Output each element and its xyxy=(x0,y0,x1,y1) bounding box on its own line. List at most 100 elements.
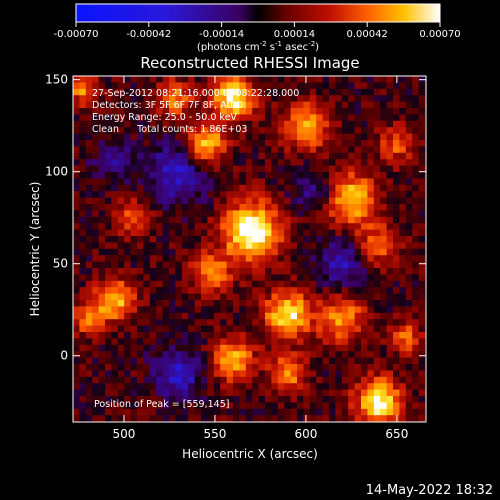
heatmap-pixel xyxy=(297,242,304,250)
heatmap-pixel xyxy=(354,152,362,160)
heatmap-pixel xyxy=(354,82,362,90)
heatmap-pixel xyxy=(169,120,176,128)
heatmap-pixel xyxy=(245,76,253,83)
heatmap-pixel xyxy=(386,184,394,192)
heatmap-pixel xyxy=(73,108,80,115)
heatmap-pixel xyxy=(290,172,298,179)
heatmap-pixel xyxy=(297,280,304,288)
heatmap-pixel xyxy=(335,306,343,314)
heatmap-pixel xyxy=(207,402,215,410)
heatmap-pixel xyxy=(124,152,131,160)
heatmap-pixel xyxy=(188,178,195,186)
heatmap-pixel xyxy=(258,402,266,410)
heatmap-pixel xyxy=(335,351,343,358)
heatmap-pixel xyxy=(162,88,170,96)
heatmap-pixel xyxy=(111,293,119,301)
heatmap-pixel xyxy=(85,216,93,224)
heatmap-pixel xyxy=(143,101,151,109)
heatmap-pixel xyxy=(322,204,330,211)
heatmap-pixel xyxy=(207,120,215,128)
heatmap-pixel xyxy=(380,389,387,397)
heatmap-pixel xyxy=(175,88,183,96)
heatmap-pixel xyxy=(175,82,183,90)
heatmap-pixel xyxy=(98,389,106,397)
heatmap-pixel xyxy=(386,88,394,96)
heatmap-pixel xyxy=(188,300,195,307)
heatmap-pixel xyxy=(207,95,215,102)
heatmap-pixel xyxy=(143,95,151,102)
heatmap-pixel xyxy=(380,133,387,141)
heatmap-pixel xyxy=(105,261,112,269)
heatmap-pixel xyxy=(335,197,343,205)
heatmap-pixel xyxy=(213,383,221,390)
heatmap-pixel xyxy=(367,76,375,83)
heatmap-pixel xyxy=(380,306,387,314)
heatmap-pixel xyxy=(405,255,413,262)
heatmap-pixel xyxy=(361,165,368,173)
heatmap-pixel xyxy=(213,306,221,314)
heatmap-pixel xyxy=(265,127,272,134)
heatmap-pixel xyxy=(79,389,87,397)
heatmap-pixel xyxy=(386,152,394,160)
heatmap-pixel xyxy=(386,370,394,378)
heatmap-pixel xyxy=(162,210,170,218)
heatmap-pixel xyxy=(341,389,349,397)
heatmap-pixel xyxy=(207,357,215,365)
heatmap-pixel xyxy=(207,236,215,243)
heatmap-pixel xyxy=(220,178,227,186)
heatmap-pixel xyxy=(354,261,362,269)
heatmap-pixel xyxy=(111,146,119,154)
heatmap-pixel xyxy=(73,261,80,269)
heatmap-pixel xyxy=(79,159,87,166)
heatmap-pixel xyxy=(117,248,125,256)
heatmap-pixel xyxy=(137,287,144,294)
heatmap-pixel xyxy=(271,229,279,237)
heatmap-pixel xyxy=(373,370,381,378)
heatmap-pixel xyxy=(226,184,234,192)
heatmap-pixel xyxy=(149,82,157,90)
heatmap-pixel xyxy=(156,261,163,269)
heatmap-pixel xyxy=(245,402,253,410)
heatmap-pixel xyxy=(277,178,285,186)
heatmap-pixel xyxy=(156,287,163,294)
heatmap-pixel xyxy=(265,325,272,333)
heatmap-pixel xyxy=(245,248,253,256)
heatmap-pixel xyxy=(316,76,323,83)
heatmap-pixel xyxy=(271,332,279,339)
heatmap-pixel xyxy=(233,280,240,288)
heatmap-pixel xyxy=(169,402,176,410)
heatmap-pixel xyxy=(393,306,400,314)
heatmap-pixel xyxy=(73,357,80,365)
heatmap-pixel xyxy=(335,325,343,333)
heatmap-pixel xyxy=(239,402,247,410)
heatmap-pixel xyxy=(85,197,93,205)
heatmap-pixel xyxy=(284,210,291,218)
heatmap-pixel xyxy=(143,140,151,147)
heatmap-pixel xyxy=(105,332,112,339)
heatmap-pixel xyxy=(181,261,189,269)
heatmap-pixel xyxy=(303,325,311,333)
heatmap-pixel xyxy=(309,95,317,102)
heatmap-pixel xyxy=(85,268,93,275)
heatmap-pixel xyxy=(271,82,279,90)
heatmap-pixel xyxy=(405,172,413,179)
heatmap-pixel xyxy=(277,172,285,179)
heatmap-pixel xyxy=(258,312,266,320)
heatmap-pixel xyxy=(367,293,375,301)
heatmap-pixel xyxy=(169,184,176,192)
heatmap-pixel xyxy=(226,312,234,320)
heatmap-pixel xyxy=(303,357,311,365)
heatmap-pixel xyxy=(220,95,227,102)
heatmap-pixel xyxy=(329,415,336,422)
heatmap-pixel xyxy=(117,165,125,173)
heatmap-pixel xyxy=(111,95,119,102)
heatmap-pixel xyxy=(220,88,227,96)
heatmap-pixel xyxy=(85,338,93,346)
heatmap-pixel xyxy=(335,261,343,269)
heatmap-pixel xyxy=(309,114,317,122)
heatmap-pixel xyxy=(418,415,426,422)
heatmap-pixel xyxy=(367,261,375,269)
heatmap-pixel xyxy=(137,338,144,346)
heatmap-pixel xyxy=(316,101,323,109)
